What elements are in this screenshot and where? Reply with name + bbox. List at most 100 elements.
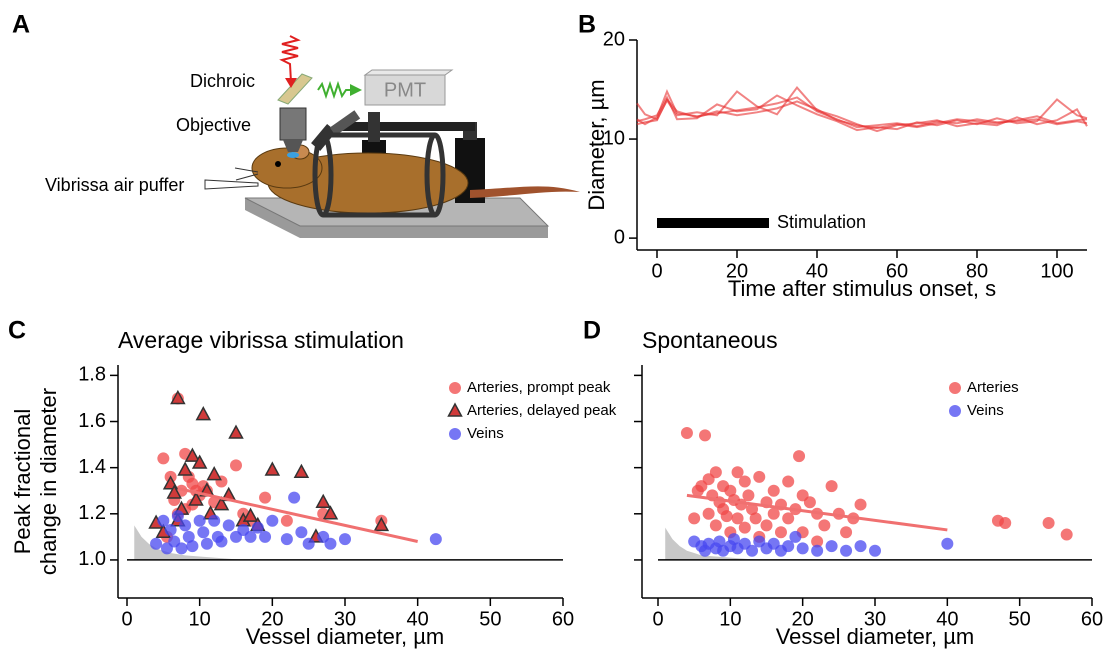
objective-label: Objective xyxy=(176,115,251,135)
point xyxy=(742,489,755,502)
y-axis-label: Peak fractional xyxy=(10,409,35,555)
point xyxy=(746,503,759,516)
point xyxy=(191,454,208,469)
fit-line xyxy=(177,486,418,543)
y-tick-label: 1.8 xyxy=(78,364,106,386)
legend-label: Arteries, prompt peak xyxy=(467,379,611,396)
point xyxy=(1042,517,1055,530)
puffer-arm xyxy=(329,110,361,136)
x-axis-label: Vessel diameter, µm xyxy=(246,624,445,649)
pmt-top xyxy=(363,69,454,76)
point xyxy=(840,544,853,557)
point xyxy=(175,542,188,555)
x-axis-label: Time after stimulus onset, s xyxy=(728,276,996,301)
point xyxy=(179,519,192,532)
point xyxy=(373,516,390,532)
x-tick-label: 0 xyxy=(652,608,663,630)
point xyxy=(197,526,210,539)
point xyxy=(709,519,722,532)
point xyxy=(182,530,195,543)
legend-marker xyxy=(949,382,961,394)
point xyxy=(767,484,780,497)
point xyxy=(215,535,228,548)
point xyxy=(709,466,722,479)
point xyxy=(164,523,177,536)
point xyxy=(854,498,867,511)
point xyxy=(727,533,740,546)
objective-tip xyxy=(283,140,303,152)
x-tick-label: 40 xyxy=(806,260,828,282)
x-tick-label: 20 xyxy=(726,260,748,282)
point xyxy=(999,517,1012,530)
x-tick-label: 10 xyxy=(189,608,211,630)
whisker xyxy=(234,167,259,173)
light-spot xyxy=(287,152,299,158)
point xyxy=(713,535,726,548)
x-tick-label: 10 xyxy=(719,608,741,630)
legend-label: Veins xyxy=(467,425,504,442)
point xyxy=(789,530,802,543)
chart-title: Average vibrissa stimulation xyxy=(118,327,404,353)
point xyxy=(767,507,780,520)
point xyxy=(188,491,204,506)
point xyxy=(699,429,712,442)
noise-floor xyxy=(665,527,760,560)
puffer-label: Vibrissa air puffer xyxy=(45,175,184,195)
x-tick-label: 0 xyxy=(121,608,132,630)
legend-marker xyxy=(447,402,463,417)
y-tick-label: 10 xyxy=(603,127,625,149)
trace xyxy=(636,97,1088,130)
point xyxy=(324,537,337,550)
point xyxy=(184,447,201,462)
point xyxy=(811,544,824,557)
trace xyxy=(636,94,1088,132)
air-puffer xyxy=(204,179,259,190)
point xyxy=(206,466,222,481)
chart-title: Spontaneous xyxy=(642,327,778,353)
point xyxy=(150,537,163,550)
noise-floor xyxy=(134,525,244,560)
point xyxy=(157,452,170,465)
mouse-tail xyxy=(470,186,580,198)
point xyxy=(193,514,206,527)
x-tick-label: 40 xyxy=(407,608,429,630)
stimulation-label: Stimulation xyxy=(777,212,866,232)
point xyxy=(339,533,351,546)
stand-arm xyxy=(340,122,475,131)
laser-arrow xyxy=(285,78,297,88)
point xyxy=(760,519,773,532)
point xyxy=(295,526,308,539)
point xyxy=(724,484,737,497)
point xyxy=(170,389,186,405)
x-tick-label: 80 xyxy=(966,260,988,282)
x-tick-label: 20 xyxy=(792,608,814,630)
emission-arrow xyxy=(350,84,362,96)
x-tick-label: 20 xyxy=(261,608,283,630)
x-tick-label: 60 xyxy=(886,260,908,282)
x-tick-label: 60 xyxy=(552,608,574,630)
point xyxy=(200,537,213,550)
x-axis-label: Vessel diameter, µm xyxy=(776,624,975,649)
x-tick-label: 40 xyxy=(936,608,958,630)
point xyxy=(782,540,795,553)
point xyxy=(230,459,242,472)
objective xyxy=(279,107,307,141)
point xyxy=(818,519,831,532)
stimulation-bar xyxy=(657,218,769,228)
panel-letter: B xyxy=(578,11,596,39)
mouse-eye xyxy=(275,161,281,167)
point xyxy=(774,526,787,539)
trace xyxy=(636,88,1088,129)
point xyxy=(166,484,182,499)
point xyxy=(796,542,809,555)
x-tick-label: 50 xyxy=(479,608,501,630)
point xyxy=(731,512,744,525)
point xyxy=(1060,528,1073,541)
point xyxy=(208,514,221,527)
y-tick-label: 1.6 xyxy=(78,410,106,432)
x-tick-label: 60 xyxy=(1081,608,1103,630)
y-tick-label: 0 xyxy=(614,226,625,248)
legend-label: Arteries xyxy=(967,379,1019,396)
x-tick-label: 30 xyxy=(334,608,356,630)
